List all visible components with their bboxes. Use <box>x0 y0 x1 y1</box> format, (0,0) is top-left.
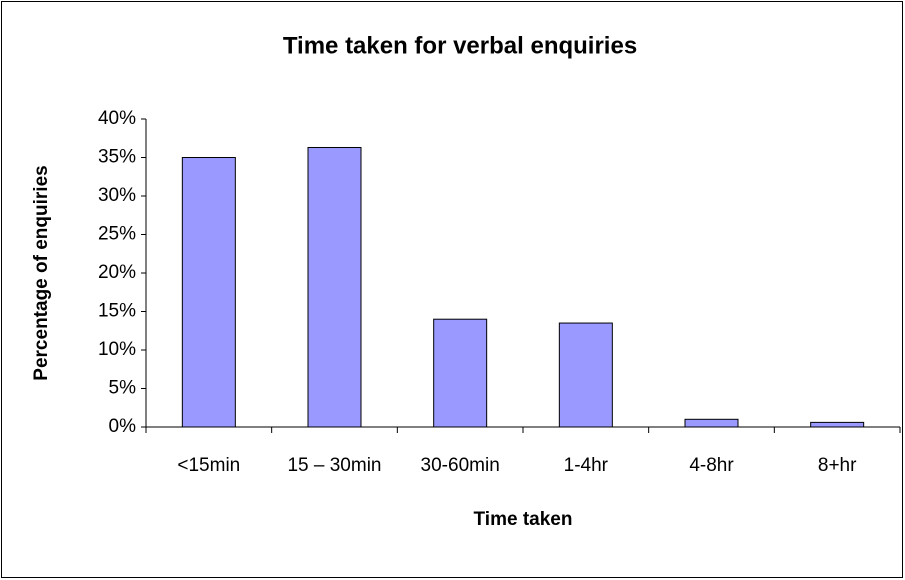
x-axis-title: Time taken <box>474 509 573 530</box>
y-tick-label: 40% <box>98 108 136 129</box>
bar <box>810 421 865 428</box>
x-tick-label: <15min <box>177 455 240 476</box>
y-tick-label: 20% <box>98 262 136 283</box>
x-tick-label: 15 – 30min <box>287 455 381 476</box>
x-tick-label: 8+hr <box>818 455 857 476</box>
y-tick-label: 0% <box>109 416 137 437</box>
bar <box>307 146 362 428</box>
x-tick-label: 4-8hr <box>689 455 734 476</box>
y-tick-label: 35% <box>98 147 136 168</box>
bar <box>433 318 488 428</box>
x-tick-label: 1-4hr <box>564 455 609 476</box>
bar <box>181 157 236 428</box>
bar <box>558 322 613 428</box>
y-tick-label: 30% <box>98 185 136 206</box>
x-tick-label: 30-60min <box>421 455 500 476</box>
chart-title: Time taken for verbal enquiries <box>283 32 637 59</box>
bar <box>684 418 739 428</box>
y-tick-label: 5% <box>109 378 137 399</box>
y-tick-label: 25% <box>98 224 136 245</box>
y-tick-label: 15% <box>98 301 136 322</box>
y-axis-title: Percentage of enquiries <box>31 165 52 380</box>
y-tick-label: 10% <box>98 339 136 360</box>
